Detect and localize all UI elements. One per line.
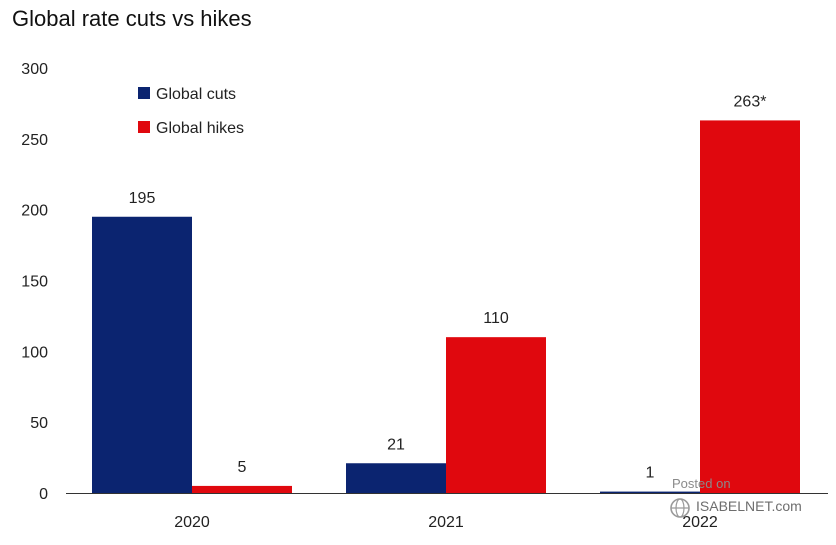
watermark-posted-text: Posted on bbox=[672, 476, 731, 491]
y-axis: 0 50 100 150 200 250 300 bbox=[21, 61, 48, 503]
y-tick-label: 300 bbox=[21, 61, 48, 78]
bar-hikes-2022 bbox=[700, 120, 800, 494]
y-tick-label: 100 bbox=[21, 344, 48, 361]
y-tick-label: 150 bbox=[21, 274, 48, 291]
x-tick-label: 2022 bbox=[682, 514, 718, 531]
bar-cuts-2022 bbox=[600, 491, 700, 493]
legend: Global cuts Global hikes bbox=[138, 86, 244, 137]
y-tick-label: 50 bbox=[30, 415, 48, 432]
data-label: 21 bbox=[387, 436, 405, 453]
x-tick-label: 2020 bbox=[174, 514, 210, 531]
x-axis: 2020 2021 2022 bbox=[174, 514, 718, 531]
legend-label: Global hikes bbox=[156, 120, 244, 137]
x-tick-label: 2021 bbox=[428, 514, 464, 531]
y-tick-label: 200 bbox=[21, 203, 48, 220]
bar-hikes-2020 bbox=[192, 485, 292, 493]
legend-swatch bbox=[138, 87, 150, 99]
watermark-site-text: ISABELNET.com bbox=[696, 498, 802, 514]
y-tick-label: 250 bbox=[21, 132, 48, 149]
data-label: 1 bbox=[646, 465, 655, 482]
chart-title: Global rate cuts vs hikes bbox=[12, 6, 252, 31]
bar-hikes-2021 bbox=[446, 337, 546, 493]
data-label: 263* bbox=[734, 93, 767, 110]
y-tick-label: 0 bbox=[39, 486, 48, 503]
watermark: Posted on ISABELNET.com bbox=[664, 474, 834, 524]
data-label: 5 bbox=[238, 459, 247, 476]
data-labels: 195 21 1 5 110 263* bbox=[129, 93, 767, 481]
data-label: 110 bbox=[483, 310, 509, 327]
legend-label: Global cuts bbox=[156, 86, 236, 103]
data-label: 195 bbox=[129, 190, 156, 207]
globe-icon bbox=[670, 498, 690, 518]
bar-cuts-2021 bbox=[346, 463, 446, 493]
legend-swatch bbox=[138, 121, 150, 133]
bar-cuts-2020 bbox=[92, 216, 192, 493]
bars bbox=[92, 120, 800, 494]
